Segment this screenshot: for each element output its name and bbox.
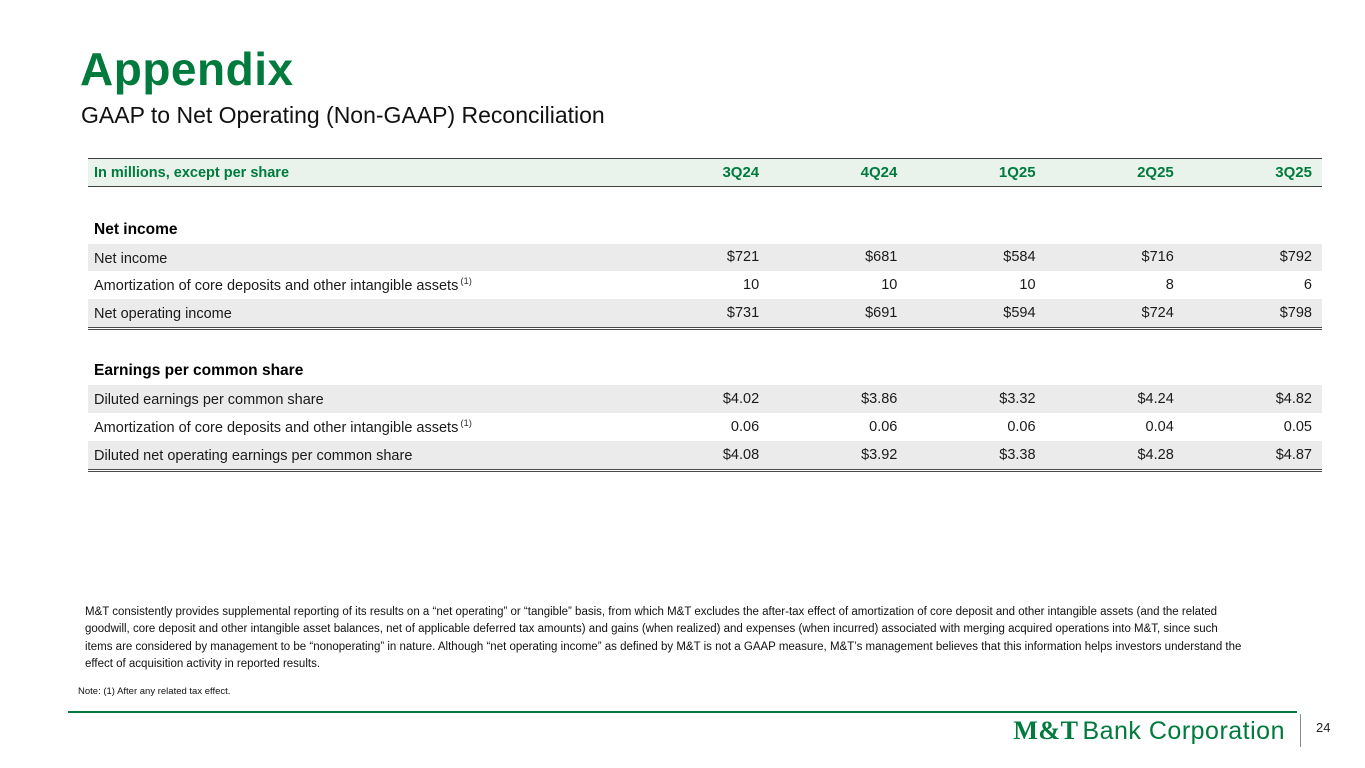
row-value: 0.06 bbox=[1007, 419, 1036, 436]
table-row-amortization-eps: Amortization of core deposits and other … bbox=[88, 413, 1322, 441]
row-value: $4.87 bbox=[1183, 441, 1322, 472]
row-value: $716 bbox=[1045, 243, 1184, 272]
page-title: Appendix bbox=[80, 43, 294, 95]
row-value: $792 bbox=[1183, 243, 1322, 272]
reconciliation-table: In millions, except per share 3Q24 4Q24 … bbox=[88, 158, 1322, 472]
spacer-row bbox=[88, 328, 1322, 355]
table-row-net-operating-income: Net operating income $731 $691 $594 $724… bbox=[88, 299, 1322, 331]
row-value: $681 bbox=[769, 243, 908, 272]
table-header-units: In millions, except per share bbox=[88, 158, 631, 187]
table-row-diluted-eps: Diluted earnings per common share $4.02 … bbox=[88, 385, 1322, 414]
row-value: 6 bbox=[1303, 277, 1312, 294]
row-label: Net operating income bbox=[88, 299, 631, 331]
mt-bank-logo: M&T Bank Corporation bbox=[1013, 716, 1285, 746]
table-row-amortization: Amortization of core deposits and other … bbox=[88, 271, 1322, 299]
row-value: 8 bbox=[1165, 277, 1174, 294]
row-label: Amortization of core deposits and other … bbox=[94, 418, 472, 437]
logo-bank-corporation: Bank Corporation bbox=[1082, 717, 1285, 745]
row-value: $3.38 bbox=[907, 441, 1046, 472]
row-value: $731 bbox=[630, 299, 770, 331]
row-value: 10 bbox=[881, 277, 898, 294]
row-label: Amortization of core deposits and other … bbox=[94, 276, 472, 295]
row-value: $4.82 bbox=[1183, 385, 1322, 414]
row-value: $3.32 bbox=[907, 385, 1046, 414]
row-label: Diluted earnings per common share bbox=[88, 385, 631, 414]
row-value: 0.04 bbox=[1145, 419, 1174, 436]
table-header-1q25: 1Q25 bbox=[907, 158, 1046, 187]
row-value: $4.02 bbox=[630, 385, 770, 414]
section-title: Earnings per common share bbox=[94, 362, 304, 380]
row-value: $4.28 bbox=[1045, 441, 1184, 472]
row-value: $721 bbox=[630, 243, 770, 272]
section-header-net-income: Net income bbox=[88, 213, 1322, 244]
supplemental-reporting-note: M&T consistently provides supplemental r… bbox=[85, 606, 1242, 670]
table-header-4q24: 4Q24 bbox=[769, 158, 908, 187]
section-header-eps: Earnings per common share bbox=[88, 354, 1322, 385]
page-number-divider bbox=[1300, 714, 1301, 747]
gaap-reconciliation-table: In millions, except per share 3Q24 4Q24 … bbox=[88, 158, 1322, 472]
table-header-2q25: 2Q25 bbox=[1045, 158, 1184, 187]
table-row-net-income: Net income $721 $681 $584 $716 $792 bbox=[88, 243, 1322, 272]
row-value: $798 bbox=[1183, 299, 1322, 331]
page-number: 24 bbox=[1316, 720, 1331, 735]
row-value: $3.86 bbox=[769, 385, 908, 414]
row-value: $724 bbox=[1045, 299, 1184, 331]
table-header-3q25: 3Q25 bbox=[1183, 158, 1322, 187]
row-value: $594 bbox=[907, 299, 1046, 331]
table-row-diluted-net-operating-eps: Diluted net operating earnings per commo… bbox=[88, 441, 1322, 472]
spacer-row bbox=[88, 186, 1322, 213]
section-title: Net income bbox=[94, 220, 178, 238]
row-value: 10 bbox=[743, 277, 760, 294]
row-value: $4.24 bbox=[1045, 385, 1184, 414]
row-value: 0.06 bbox=[869, 419, 898, 436]
row-label: Net income bbox=[88, 243, 631, 272]
row-value: $691 bbox=[769, 299, 908, 331]
footnote-ref: (1) bbox=[460, 276, 472, 288]
logo-mt: M&T bbox=[1013, 716, 1079, 745]
row-value: 0.06 bbox=[730, 419, 760, 436]
table-header-row: In millions, except per share 3Q24 4Q24 … bbox=[88, 158, 1322, 187]
row-value: 10 bbox=[1019, 277, 1036, 294]
row-label: Diluted net operating earnings per commo… bbox=[88, 441, 631, 472]
row-value: $584 bbox=[907, 243, 1046, 272]
page-subtitle: GAAP to Net Operating (Non-GAAP) Reconci… bbox=[81, 102, 605, 128]
row-value: $3.92 bbox=[769, 441, 908, 472]
footnote-ref: (1) bbox=[460, 418, 472, 430]
tax-effect-footnote: Note: (1) After any related tax effect. bbox=[78, 686, 231, 697]
row-value: 0.05 bbox=[1283, 419, 1312, 436]
footer-divider-line bbox=[68, 711, 1297, 713]
table-header-3q24: 3Q24 bbox=[630, 158, 770, 187]
row-value: $4.08 bbox=[630, 441, 770, 472]
